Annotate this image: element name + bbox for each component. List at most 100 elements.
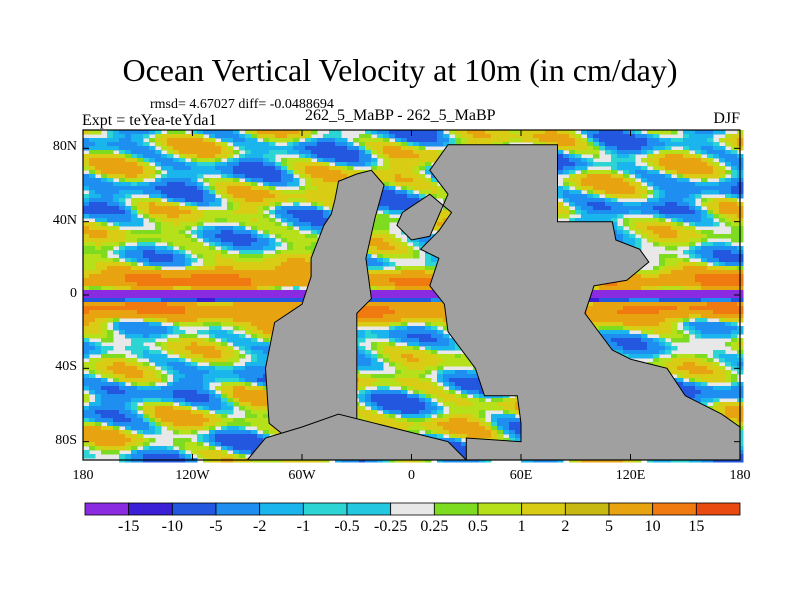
field-cell: [209, 322, 216, 327]
field-cell: [143, 234, 150, 239]
field-cell: [131, 274, 138, 279]
field-cell: [701, 314, 708, 319]
field-cell: [233, 226, 240, 231]
field-cell: [383, 278, 390, 283]
field-cell: [263, 278, 270, 283]
field-cell: [239, 254, 246, 259]
field-cell: [707, 134, 714, 139]
field-cell: [671, 230, 678, 235]
field-cell: [263, 330, 270, 335]
field-cell: [95, 142, 102, 147]
field-cell: [257, 146, 264, 151]
field-cell: [725, 134, 732, 139]
field-cell: [527, 138, 534, 143]
field-cell: [143, 150, 150, 155]
field-cell: [239, 138, 246, 143]
field-cell: [149, 250, 156, 255]
field-cell: [719, 326, 726, 331]
field-cell: [245, 186, 252, 191]
field-cell: [191, 282, 198, 287]
field-cell: [137, 210, 144, 215]
field-cell: [245, 258, 252, 263]
field-cell: [707, 274, 714, 279]
field-cell: [401, 182, 408, 187]
field-cell: [641, 226, 648, 231]
field-cell: [731, 258, 738, 263]
field-cell: [683, 298, 690, 303]
field-cell: [215, 234, 222, 239]
field-cell: [251, 150, 258, 155]
field-cell: [281, 302, 288, 307]
field-cell: [215, 210, 222, 215]
field-cell: [107, 278, 114, 283]
field-cell: [185, 214, 192, 219]
field-cell: [203, 170, 210, 175]
field-cell: [89, 138, 96, 143]
field-cell: [629, 154, 636, 159]
rmsd-diff-stats: rmsd= 4.67027 diff= -0.0488694: [150, 97, 334, 112]
field-cell: [263, 198, 270, 203]
field-cell: [293, 138, 300, 143]
field-cell: [227, 166, 234, 171]
field-cell: [299, 198, 306, 203]
field-cell: [161, 310, 168, 315]
field-cell: [365, 318, 372, 323]
field-cell: [251, 222, 258, 227]
field-cell: [287, 270, 294, 275]
field-cell: [167, 230, 174, 235]
field-cell: [689, 218, 696, 223]
field-cell: [95, 318, 102, 323]
field-cell: [707, 310, 714, 315]
field-cell: [719, 202, 726, 207]
field-cell: [173, 138, 180, 143]
field-cell: [89, 238, 96, 243]
field-cell: [197, 222, 204, 227]
field-cell: [713, 294, 720, 299]
field-cell: [263, 162, 270, 167]
field-cell: [215, 186, 222, 191]
field-cell: [293, 150, 300, 155]
field-cell: [689, 278, 696, 283]
field-cell: [131, 250, 138, 255]
field-cell: [641, 190, 648, 195]
field-cell: [245, 142, 252, 147]
field-cell: [161, 254, 168, 259]
field-cell: [83, 210, 90, 215]
field-cell: [167, 278, 174, 283]
field-cell: [623, 206, 630, 211]
field-cell: [125, 206, 132, 211]
field-cell: [557, 194, 564, 199]
field-cell: [611, 146, 618, 151]
field-cell: [155, 294, 162, 299]
field-cell: [641, 134, 648, 139]
field-cell: [635, 226, 642, 231]
field-cell: [371, 130, 378, 135]
field-cell: [713, 150, 720, 155]
field-cell: [305, 222, 312, 227]
field-cell: [263, 150, 270, 155]
field-cell: [137, 190, 144, 195]
field-cell: [239, 290, 246, 295]
field-cell: [683, 138, 690, 143]
field-cell: [179, 306, 186, 311]
field-cell: [299, 146, 306, 151]
field-cell: [635, 314, 642, 319]
field-cell: [143, 254, 150, 259]
field-cell: [605, 198, 612, 203]
field-cell: [731, 234, 738, 239]
field-cell: [227, 306, 234, 311]
field-cell: [509, 130, 516, 135]
field-cell: [701, 142, 708, 147]
field-cell: [389, 186, 396, 191]
field-cell: [137, 314, 144, 319]
field-cell: [269, 158, 276, 163]
field-cell: [143, 318, 150, 323]
field-cell: [293, 178, 300, 183]
field-cell: [365, 134, 372, 139]
field-cell: [287, 294, 294, 299]
field-cell: [395, 166, 402, 171]
field-cell: [707, 222, 714, 227]
field-cell: [629, 294, 636, 299]
field-cell: [227, 230, 234, 235]
field-cell: [191, 174, 198, 179]
